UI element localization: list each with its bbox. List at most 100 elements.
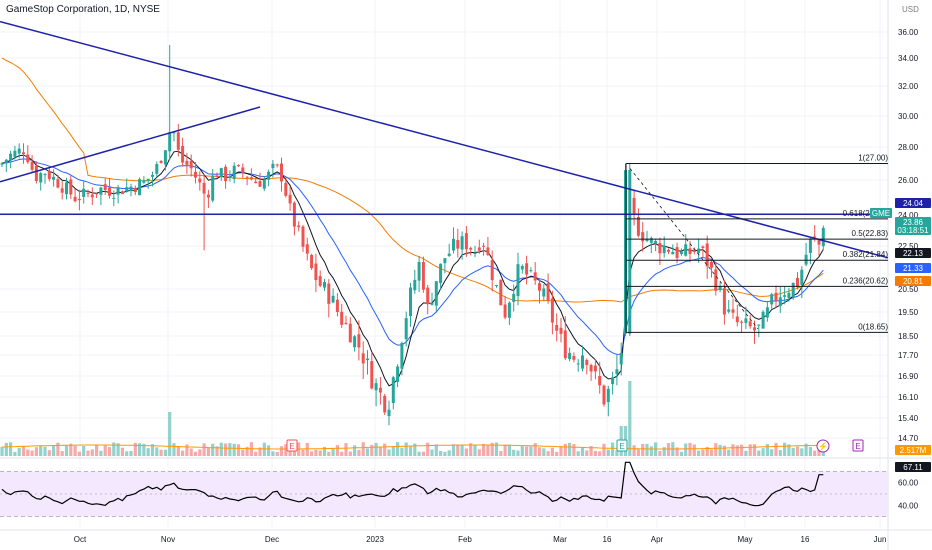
volume-bar <box>348 451 352 456</box>
volume-bar <box>757 450 761 456</box>
volume-bar <box>636 449 640 456</box>
price-tick: 16.10 <box>898 393 919 402</box>
volume-bar <box>206 447 210 456</box>
candle-body <box>400 343 404 369</box>
volume-bar <box>219 442 223 456</box>
volume-bar <box>649 446 653 456</box>
candle-body <box>194 171 197 178</box>
volume-bar <box>791 447 795 456</box>
candle-body <box>783 295 787 297</box>
candle-body <box>555 324 559 331</box>
volume-bar <box>705 446 709 456</box>
candle-body <box>499 279 503 306</box>
volume-bar <box>34 447 38 456</box>
candle-body <box>572 355 576 360</box>
volume-ma-line <box>1 444 824 450</box>
candle-body <box>181 145 185 163</box>
volume-bar <box>645 443 649 456</box>
volume-bar <box>408 446 413 456</box>
volume-bar <box>318 450 322 456</box>
volume-bar <box>783 442 787 456</box>
volume-bar <box>378 446 382 456</box>
candle-body <box>232 165 236 180</box>
volume-bar <box>443 451 447 456</box>
volume-bar <box>563 443 567 456</box>
time-tick: May <box>737 535 752 544</box>
candle-body <box>559 327 563 334</box>
volume-bar <box>559 446 563 456</box>
candle-body <box>602 385 606 405</box>
volume-bar <box>426 442 430 456</box>
candle-body <box>533 272 537 281</box>
volume-bar <box>163 449 167 456</box>
candle-body <box>314 263 318 281</box>
candle-body <box>662 245 666 254</box>
volume-bar <box>460 445 464 456</box>
downtrend-line <box>0 20 889 259</box>
volume-bars <box>0 381 825 456</box>
volume-bar <box>417 451 421 456</box>
volume-bar <box>202 443 206 456</box>
volume-bar <box>568 442 572 456</box>
volume-bar <box>125 451 129 456</box>
volume-bar <box>503 444 507 456</box>
candle-body <box>13 150 17 158</box>
volume-bar <box>9 442 13 456</box>
volume-bar <box>215 446 219 456</box>
candle-body <box>301 226 305 247</box>
volume-bar <box>722 445 726 456</box>
candle-body <box>649 238 653 243</box>
candle-body <box>744 318 748 323</box>
uptrend-line <box>0 106 261 183</box>
candle-body <box>284 182 288 196</box>
candle-body <box>507 302 511 318</box>
volume-bar <box>808 446 812 456</box>
volume-bar <box>692 444 696 456</box>
split-event-label: ⚡ <box>818 441 828 451</box>
volume-bar <box>602 443 606 456</box>
candle-body <box>598 376 602 386</box>
candle-body <box>593 365 597 372</box>
price-badge-label: 20.81 <box>903 277 924 286</box>
candle-body <box>774 292 778 301</box>
candle-body <box>228 176 232 178</box>
price-tick: 36.00 <box>898 28 919 37</box>
candle-body <box>473 252 477 255</box>
volume-bar <box>473 444 477 456</box>
rsi-badge-label: 67.11 <box>903 463 923 472</box>
volume-bar <box>150 444 155 456</box>
volume-bar <box>430 449 434 456</box>
candle-body <box>151 174 154 177</box>
price-tick: 17.70 <box>898 351 919 360</box>
candle-body <box>267 171 271 180</box>
candle-body <box>280 163 283 182</box>
candle-body <box>757 324 761 326</box>
volume-bar <box>370 444 374 456</box>
volume-bar <box>340 451 344 456</box>
volume-bar <box>761 448 765 456</box>
candle-body <box>525 263 529 275</box>
volume-bar <box>451 444 456 456</box>
candle-body <box>95 193 99 195</box>
price-badge <box>895 217 931 227</box>
candle-body <box>335 299 339 312</box>
price-badge-label: 21.33 <box>903 264 924 273</box>
candle-body <box>765 307 769 318</box>
volume-bar <box>120 447 124 456</box>
volume-bar <box>56 442 60 456</box>
candle-body <box>439 263 443 284</box>
candle-body <box>538 283 541 291</box>
candle-body <box>404 318 408 340</box>
volume-bar <box>95 445 99 456</box>
price-tick: 14.70 <box>898 434 919 443</box>
price-tick: 34.00 <box>898 54 919 63</box>
candle-body <box>56 179 60 188</box>
candle-body <box>138 179 142 196</box>
candle-body <box>133 188 137 193</box>
candle-body <box>202 182 206 194</box>
volume-bar <box>752 444 757 456</box>
candle-body <box>667 249 670 252</box>
volume-bar <box>585 450 589 456</box>
volume-bar <box>525 446 529 456</box>
